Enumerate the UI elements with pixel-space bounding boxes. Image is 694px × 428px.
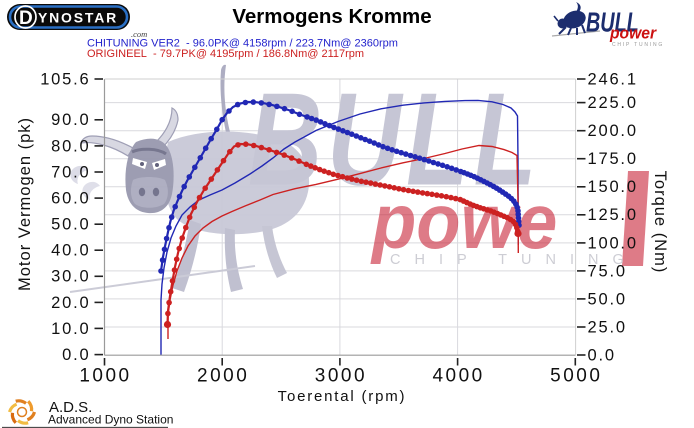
svg-text:125.0: 125.0 xyxy=(588,206,638,224)
svg-text:100.0: 100.0 xyxy=(588,234,638,252)
svg-text:1000: 1000 xyxy=(79,366,131,387)
svg-text:powe: powe xyxy=(370,178,557,265)
svg-text:50.0: 50.0 xyxy=(588,290,627,308)
svg-text:Motor Vermogen (pk): Motor Vermogen (pk) xyxy=(16,117,34,291)
svg-text:0.0: 0.0 xyxy=(588,346,616,364)
svg-text:.com: .com xyxy=(131,29,147,39)
svg-text:175.0: 175.0 xyxy=(588,150,638,168)
svg-text:150.0: 150.0 xyxy=(588,178,638,196)
svg-text:YNOSTAR: YNOSTAR xyxy=(38,10,118,26)
svg-text:CHIP TUNING: CHIP TUNING xyxy=(390,252,638,268)
svg-text:20.0: 20.0 xyxy=(51,294,90,312)
svg-text:40.0: 40.0 xyxy=(51,242,90,260)
svg-text:Torque (Nm): Torque (Nm) xyxy=(651,171,669,274)
svg-text:25.0: 25.0 xyxy=(588,318,627,336)
svg-text:5000: 5000 xyxy=(550,366,602,387)
svg-text:Vermogens Kromme: Vermogens Kromme xyxy=(232,5,431,28)
svg-text:A.D.S.: A.D.S. xyxy=(49,399,92,416)
svg-text:50.0: 50.0 xyxy=(51,216,90,234)
svg-text:10.0: 10.0 xyxy=(51,320,90,338)
svg-text:3000: 3000 xyxy=(315,366,367,387)
svg-text:75.0: 75.0 xyxy=(588,262,627,280)
svg-text:0.0: 0.0 xyxy=(62,346,90,364)
svg-text:D: D xyxy=(19,8,33,29)
svg-text:80.0: 80.0 xyxy=(51,137,90,155)
svg-text:90.0: 90.0 xyxy=(51,111,90,129)
svg-text:BULL: BULL xyxy=(586,7,639,38)
svg-text:ORIGINEEL - 79.7PK@ 4195rpm /: ORIGINEEL - 79.7PK@ 4195rpm / 186.8Nm@ 2… xyxy=(87,48,364,60)
svg-text:60.0: 60.0 xyxy=(51,190,90,208)
svg-text:200.0: 200.0 xyxy=(588,122,638,140)
svg-text:225.0: 225.0 xyxy=(588,94,638,112)
svg-text:246.1: 246.1 xyxy=(588,70,638,88)
svg-text:2000: 2000 xyxy=(197,366,249,387)
svg-text:Toerental (rpm): Toerental (rpm) xyxy=(278,388,407,405)
svg-text:Advanced Dyno Station: Advanced Dyno Station xyxy=(48,413,173,427)
svg-text:CHIP TUNING: CHIP TUNING xyxy=(612,42,664,48)
svg-text:105.6: 105.6 xyxy=(40,70,90,88)
svg-text:30.0: 30.0 xyxy=(51,268,90,286)
svg-text:power: power xyxy=(609,24,658,43)
svg-text:4000: 4000 xyxy=(432,366,484,387)
svg-text:70.0: 70.0 xyxy=(51,163,90,181)
svg-text:CHITUNING VER2 - 96.0PK@ 4158: CHITUNING VER2 - 96.0PK@ 4158rpm / 223.7… xyxy=(87,38,398,50)
